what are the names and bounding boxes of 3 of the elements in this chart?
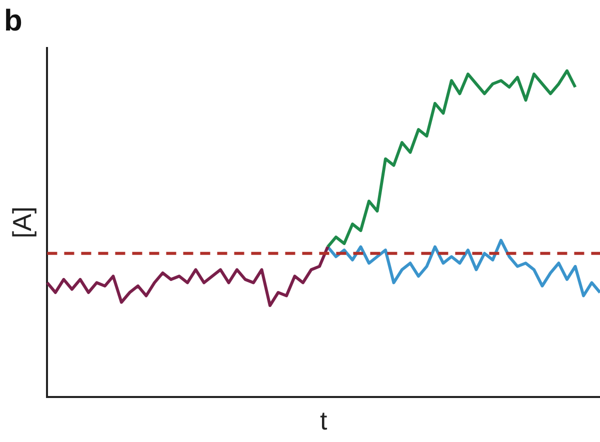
y-axis-title: [A] (6, 206, 37, 238)
chart-title: b (4, 4, 22, 38)
x-axis-title: t (320, 406, 328, 436)
